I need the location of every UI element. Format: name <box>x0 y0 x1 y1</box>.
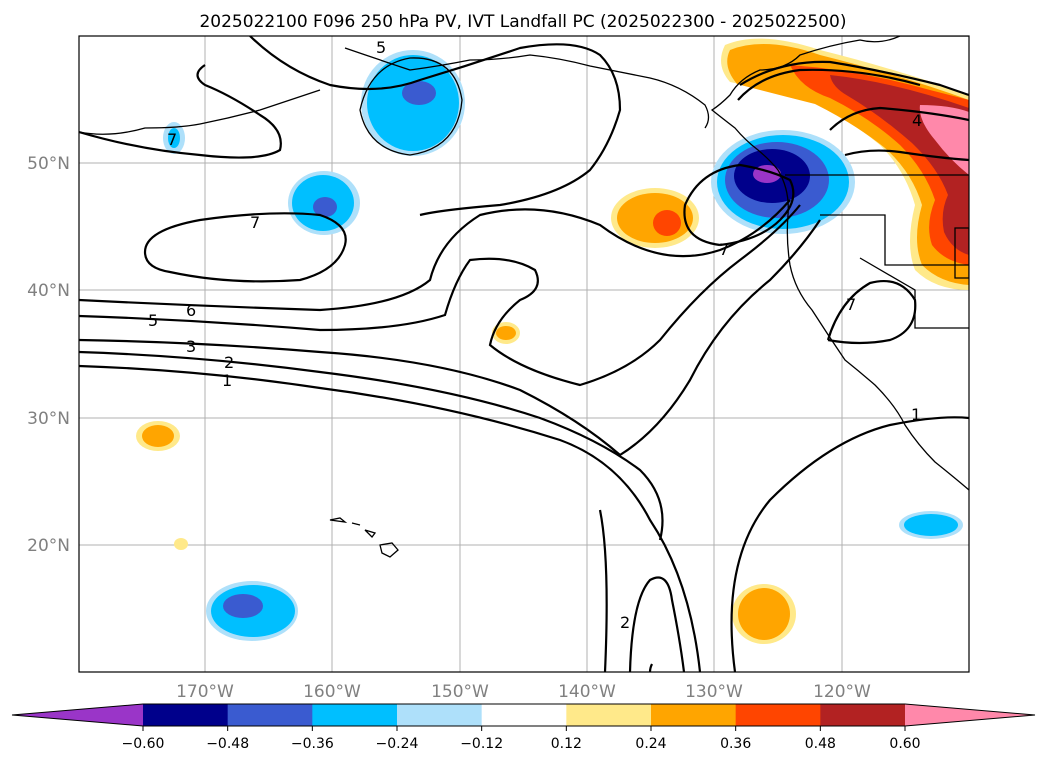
colorbar-segment <box>481 704 567 726</box>
contour-label: 6 <box>186 301 196 320</box>
contour-label: 7 <box>167 130 177 149</box>
lon-tick-label: 160°W <box>303 682 361 702</box>
colorbar-tick-label: 0.36 <box>720 736 751 752</box>
pv-contours <box>79 36 969 672</box>
lat-tick-label: 50°N <box>27 154 70 174</box>
positive-anomaly-small-3 <box>174 538 188 550</box>
contour-label: 2 <box>620 613 630 632</box>
lon-tick-label: 140°W <box>558 682 616 702</box>
colorbar-segment <box>143 704 229 726</box>
gridlines <box>79 36 969 672</box>
colorbar-tick-label: −0.60 <box>122 736 165 752</box>
colorbar-segment <box>312 704 398 726</box>
colorbar-tick-label: 0.48 <box>805 736 836 752</box>
contour-label: 7 <box>846 295 856 314</box>
figure-title: 2025022100 F096 250 hPa PV, IVT Landfall… <box>199 12 846 32</box>
lat-tick-label: 30°N <box>27 409 70 429</box>
contour-label: 7 <box>719 240 729 259</box>
longitude-ticks: 170°W 160°W 150°W 140°W 130°W 120°W <box>176 682 871 702</box>
contour-label: 3 <box>186 337 196 356</box>
colorbar-tick-label: −0.24 <box>376 736 419 752</box>
pv-contour-7-loop <box>143 212 347 283</box>
pv-contour-6 <box>79 199 791 312</box>
lon-tick-label: 130°W <box>685 682 743 702</box>
pv-contour-1-southeast <box>730 416 969 672</box>
latitude-ticks: 50°N 40°N 30°N 20°N <box>27 154 70 556</box>
anomaly-fills <box>136 38 969 644</box>
lat-tick-label: 40°N <box>27 281 70 301</box>
colorbar-segment <box>651 704 737 726</box>
colorbar-tick-label: −0.36 <box>291 736 334 752</box>
lon-tick-label: 170°W <box>176 682 234 702</box>
contour-label: 1 <box>222 371 232 390</box>
colorbar-segment <box>820 704 906 726</box>
lat-tick-label: 20°N <box>27 536 70 556</box>
contour-label: 5 <box>376 38 386 57</box>
pv-contour-5 <box>79 204 801 387</box>
contour-label-group: 7 7 6 5 3 2 1 7 4 1 2 5 7 <box>148 38 922 632</box>
colorbar-tick-label: −0.48 <box>206 736 249 752</box>
colorbar-tick-label: 0.60 <box>889 736 920 752</box>
map-panel: 7 7 6 5 3 2 1 7 4 1 2 5 7 <box>78 35 970 673</box>
colorbar-segment <box>227 704 313 726</box>
colorbar-segment <box>735 704 821 726</box>
colorbar: −0.60 −0.48 −0.36 −0.24 −0.12 0.12 0.24 0.36 0.4… <box>11 703 1036 752</box>
contour-label: 2 <box>224 353 234 372</box>
lon-tick-label: 120°W <box>813 682 871 702</box>
pv-contour-1 <box>79 364 702 672</box>
contour-label: 5 <box>148 311 158 330</box>
colorbar-extend-max <box>905 704 1035 726</box>
colorbar-segment <box>566 704 652 726</box>
colorbar-tick-label: 0.12 <box>551 736 582 752</box>
colorbar-tick-label: −0.12 <box>460 736 503 752</box>
contour-label: 7 <box>250 213 260 232</box>
colorbar-segment <box>397 704 483 726</box>
pv-contour-2 <box>79 350 664 541</box>
colorbar-extend-min <box>12 704 143 726</box>
lon-tick-label: 150°W <box>431 682 489 702</box>
contour-label: 4 <box>912 111 922 130</box>
colorbar-tick-label: 0.24 <box>635 736 666 752</box>
contour-label: 1 <box>911 405 921 424</box>
map-frame <box>78 35 970 673</box>
